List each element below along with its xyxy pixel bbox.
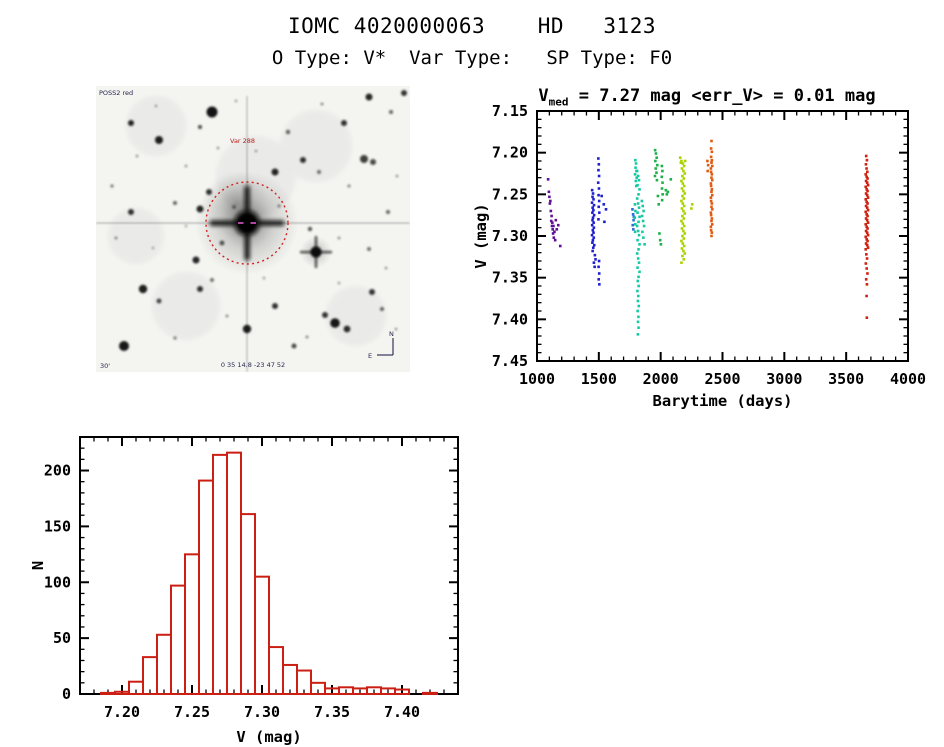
coords-label: 0 35 14.8 -23 47 52 (221, 361, 285, 369)
histogram-bars (100, 451, 438, 696)
y-tick-label: 7.30 (492, 227, 528, 245)
survey-label: POSS2 red (99, 89, 133, 97)
y-tick-label: 7.25 (492, 185, 528, 203)
scatter-cluster-epoch5-green (653, 148, 673, 246)
x-tick-label: 7.35 (314, 703, 350, 721)
target-marker (205, 181, 289, 265)
y-tick-label: 7.40 (492, 310, 528, 328)
x-axis-title: Barytime (days) (653, 392, 793, 409)
finder-chart-image: POSS2 red Var 288 0 35 14.8 -23 47 52 30… (96, 86, 410, 372)
lightcurve-plot: 1000 1500 2000 2500 3000 3500 4000 7.15 7.20 7.25… (472, 103, 926, 409)
x-tick-label: 1500 (581, 370, 617, 388)
bright-companion-star (300, 236, 332, 268)
y-tick-label: 200 (44, 462, 71, 480)
x-tick-label: 7.25 (174, 703, 210, 721)
compass-north-label: N (389, 330, 394, 338)
x-tick-label: 3000 (766, 370, 802, 388)
x-tick-label: 3500 (828, 370, 864, 388)
x-tick-label: 4000 (890, 370, 926, 388)
y-axis-title: V (mag) (472, 203, 490, 268)
y-tick-label: 50 (53, 629, 71, 647)
lightcurve-title: Vmed = 7.27 mag <err_V> = 0.01 mag (470, 86, 944, 108)
page-subtitle: O Type: V* Var Type: SP Type: F0 (271, 47, 673, 69)
axes (79, 436, 459, 695)
scatter-cluster-epoch8-red (864, 154, 870, 319)
y-tick-label: 7.45 (492, 352, 528, 370)
target-label: Var 288 (230, 137, 255, 145)
x-tick-label: 1000 (519, 370, 555, 388)
y-tick-label: 150 (44, 517, 71, 535)
scatter-cluster-epoch6-chartreuse (678, 156, 694, 264)
y-tick-label: 0 (62, 685, 71, 703)
scatter-cluster-epoch7-orange (706, 139, 714, 238)
lightcurve-title-base: V (538, 86, 549, 106)
x-tick-label: 2000 (643, 370, 679, 388)
lightcurve-title-sub: med (548, 95, 569, 109)
y-tick-label: 7.15 (492, 103, 528, 120)
y-tick-label: 100 (44, 573, 71, 591)
scatter-cluster-epoch1-purple (546, 178, 562, 248)
x-tick-label: 7.30 (244, 703, 280, 721)
y-tick-label: 7.35 (492, 269, 528, 287)
compass-east-label: E (368, 352, 372, 360)
scatter-cluster-epoch2-blue (590, 157, 608, 286)
x-tick-label: 7.20 (104, 703, 140, 721)
x-axis-title: V (mag) (236, 728, 301, 746)
field-stars (110, 90, 407, 351)
page-title: IOMC 4020000063 HD 3123 (287, 14, 656, 38)
scatter-cluster-epoch4-teal (633, 158, 646, 336)
scale-label: 30' (100, 362, 110, 370)
lightcurve-title-rest: = 7.27 mag <err_V> = 0.01 mag (568, 86, 876, 106)
y-axis-title: N (30, 561, 47, 570)
x-tick-label: 2500 (704, 370, 740, 388)
axes (536, 110, 909, 362)
x-tick-label: 7.40 (384, 703, 420, 721)
y-tick-label: 7.20 (492, 144, 528, 162)
aperture-circle (205, 181, 289, 265)
histogram-plot: 7.20 7.25 7.30 7.35 7.40 0 50 100 150 200 V (mag) N (30, 436, 459, 746)
compass-icon (377, 338, 394, 356)
